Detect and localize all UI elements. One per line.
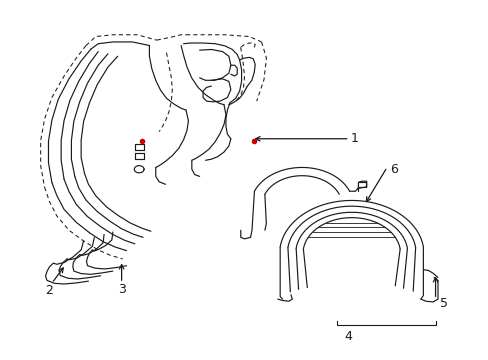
- Text: 2: 2: [45, 284, 53, 297]
- Text: 1: 1: [350, 132, 358, 145]
- Text: 5: 5: [440, 297, 447, 310]
- Text: 4: 4: [343, 329, 351, 343]
- Text: 3: 3: [118, 283, 125, 296]
- Text: 6: 6: [389, 163, 397, 176]
